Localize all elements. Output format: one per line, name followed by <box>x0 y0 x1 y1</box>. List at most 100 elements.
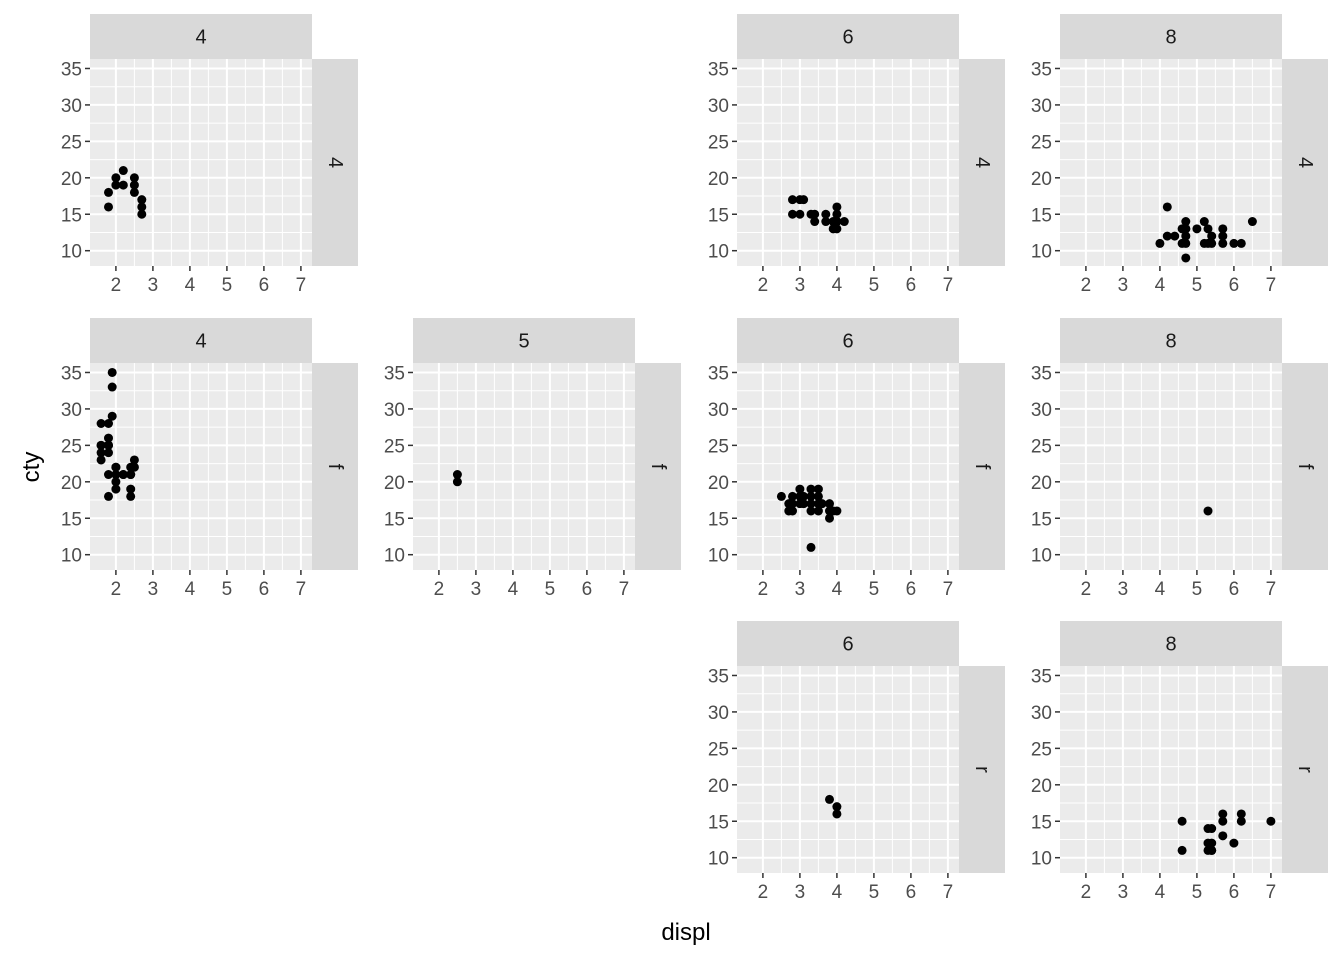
data-point <box>795 209 805 219</box>
x-tick-label: 3 <box>795 579 806 600</box>
data-point <box>1218 224 1228 234</box>
data-point <box>1236 238 1246 248</box>
data-point <box>799 491 809 501</box>
panel-background-rf-c4 <box>90 363 312 570</box>
data-point <box>1162 231 1172 241</box>
x-tick-label: 5 <box>222 579 233 600</box>
x-tick-label: 7 <box>1266 579 1277 600</box>
x-tick-label: 2 <box>434 579 445 600</box>
facet-strip-top-label: 5 <box>518 331 529 353</box>
y-tick-label: 15 <box>1031 812 1052 833</box>
data-point <box>126 470 136 480</box>
data-point <box>832 217 842 227</box>
x-tick-label: 3 <box>1118 579 1129 600</box>
facet-strip-top-rf-c6 <box>737 318 959 363</box>
y-tick-label: 10 <box>708 242 729 263</box>
data-point <box>96 418 106 428</box>
facet-strip-right-label: f <box>1294 464 1316 470</box>
data-point <box>810 217 820 227</box>
x-tick-label: 6 <box>1229 275 1240 296</box>
data-point <box>96 440 106 450</box>
x-tick-label: 7 <box>943 882 954 903</box>
x-tick-label: 7 <box>1266 275 1277 296</box>
y-tick-label: 10 <box>1031 849 1052 870</box>
x-tick-label: 3 <box>1118 882 1129 903</box>
data-point <box>104 202 113 212</box>
facet-strip-top-label: 6 <box>842 331 853 353</box>
y-tick-label: 30 <box>708 400 729 421</box>
y-tick-label: 35 <box>1031 666 1052 687</box>
facet-strip-top-label: 4 <box>195 331 206 353</box>
y-tick-label: 10 <box>61 242 82 263</box>
y-tick-label: 25 <box>61 436 82 457</box>
x-tick-label: 4 <box>832 882 843 903</box>
x-tick-label: 6 <box>906 882 917 903</box>
x-tick-label: 3 <box>1118 275 1129 296</box>
data-point <box>129 173 139 183</box>
data-point <box>806 506 816 516</box>
data-point <box>813 484 823 494</box>
facet-strip-right-r4-c6 <box>959 59 1005 266</box>
data-point <box>111 173 121 183</box>
y-tick-label: 10 <box>708 546 729 567</box>
data-point <box>104 187 113 197</box>
data-point <box>1218 831 1228 841</box>
x-tick-label: 6 <box>1229 882 1240 903</box>
x-tick-label: 6 <box>259 579 270 600</box>
y-tick-label: 30 <box>384 400 405 421</box>
data-point <box>776 491 786 501</box>
data-point <box>832 209 842 219</box>
data-point <box>817 499 827 509</box>
facet-strip-right-rf-c6 <box>959 363 1005 570</box>
y-tick-label: 25 <box>708 739 729 760</box>
panel-background-r4-c4 <box>90 59 312 266</box>
facet-strip-right-label: f <box>647 464 669 470</box>
x-tick-label: 7 <box>296 579 307 600</box>
data-point <box>788 209 797 219</box>
data-point <box>1177 816 1187 826</box>
y-tick-label: 15 <box>708 205 729 226</box>
data-point <box>839 217 849 227</box>
data-point <box>1218 809 1228 819</box>
data-point <box>795 484 805 494</box>
y-tick-label: 15 <box>384 509 405 530</box>
x-tick-label: 7 <box>943 275 954 296</box>
x-tick-label: 6 <box>906 579 917 600</box>
data-point <box>129 180 139 190</box>
data-point <box>126 484 136 494</box>
y-tick-label: 30 <box>1031 400 1052 421</box>
data-point <box>806 542 816 552</box>
y-tick-label: 20 <box>384 473 405 494</box>
y-tick-label: 30 <box>708 703 729 724</box>
data-point <box>96 448 106 458</box>
data-point <box>1218 231 1228 241</box>
data-point <box>1181 217 1191 227</box>
data-point <box>1207 231 1217 241</box>
y-tick-label: 30 <box>61 96 82 117</box>
facet-strip-right-rf-c4 <box>312 363 358 570</box>
x-tick-label: 5 <box>869 882 880 903</box>
x-tick-label: 6 <box>582 579 593 600</box>
y-tick-label: 10 <box>61 546 82 567</box>
data-point <box>104 440 113 450</box>
data-point <box>1203 224 1213 234</box>
facet-strip-right-label: 4 <box>971 157 993 168</box>
panel-background-r4-c6 <box>737 59 959 266</box>
facet-strip-top-label: 8 <box>1165 331 1176 353</box>
data-point <box>1229 238 1239 248</box>
data-point <box>813 506 823 516</box>
data-point <box>129 455 139 465</box>
facet-strip-right-r4-c8 <box>1282 59 1328 266</box>
data-point <box>1177 845 1187 855</box>
data-point <box>118 166 128 176</box>
data-point <box>111 470 121 480</box>
data-point <box>1218 238 1228 248</box>
data-point <box>832 506 842 516</box>
data-point <box>137 209 147 219</box>
facet-strip-right-rf-c8 <box>1282 363 1328 570</box>
y-tick-label: 25 <box>1031 132 1052 153</box>
data-point <box>129 187 139 197</box>
data-point <box>104 433 113 443</box>
x-tick-label: 5 <box>1192 882 1203 903</box>
